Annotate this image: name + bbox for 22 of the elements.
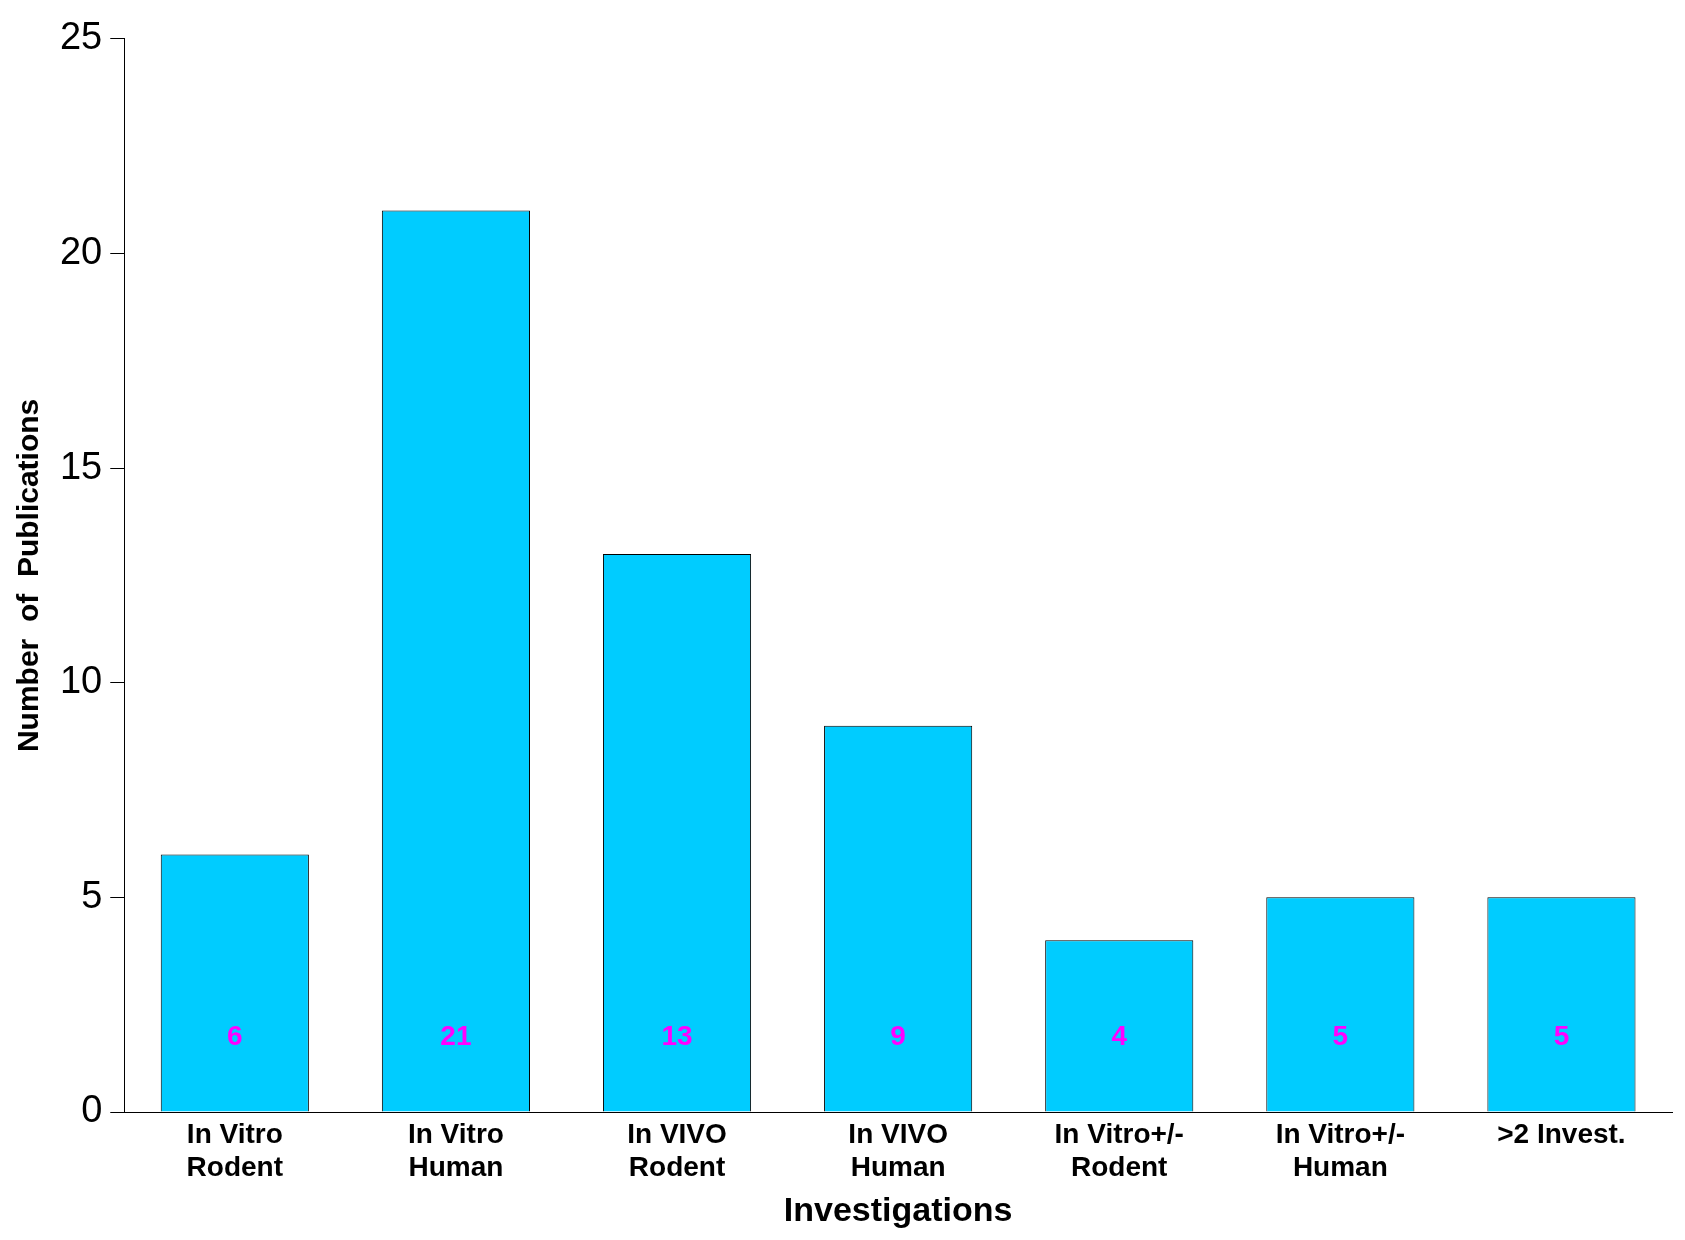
y-axis-title: Number of Publications xyxy=(11,398,45,753)
x-axis-title: Investigations xyxy=(783,1189,1013,1228)
y-tick-label: 25 xyxy=(59,15,103,58)
x-tick-label: In Vitro Human xyxy=(407,1117,504,1183)
x-tick-label: In Vitro Rodent xyxy=(186,1117,284,1183)
data-label: 9 xyxy=(890,1019,906,1051)
x-tick-label: In VIVO Rodent xyxy=(627,1117,727,1183)
data-label: 5 xyxy=(1332,1019,1349,1051)
data-label: 5 xyxy=(1553,1019,1570,1051)
y-tick-label: 20 xyxy=(59,229,103,272)
x-tick-label: In Vitro+/- Rodent xyxy=(1054,1117,1184,1183)
data-label: 21 xyxy=(440,1019,472,1051)
x-tick-label: In Vitro+/- Human xyxy=(1275,1117,1406,1183)
y-tick-label: 0 xyxy=(81,1088,103,1131)
y-tick-label: 5 xyxy=(81,873,103,916)
data-label: 4 xyxy=(1111,1019,1128,1051)
data-label: 13 xyxy=(661,1019,693,1051)
x-tick-label: In VIVO Human xyxy=(848,1117,948,1183)
y-tick-label: 10 xyxy=(59,659,103,702)
y-tick-label: 15 xyxy=(59,444,103,487)
x-tick-label: >2 Invest. xyxy=(1497,1117,1626,1149)
data-label: 6 xyxy=(227,1019,243,1051)
